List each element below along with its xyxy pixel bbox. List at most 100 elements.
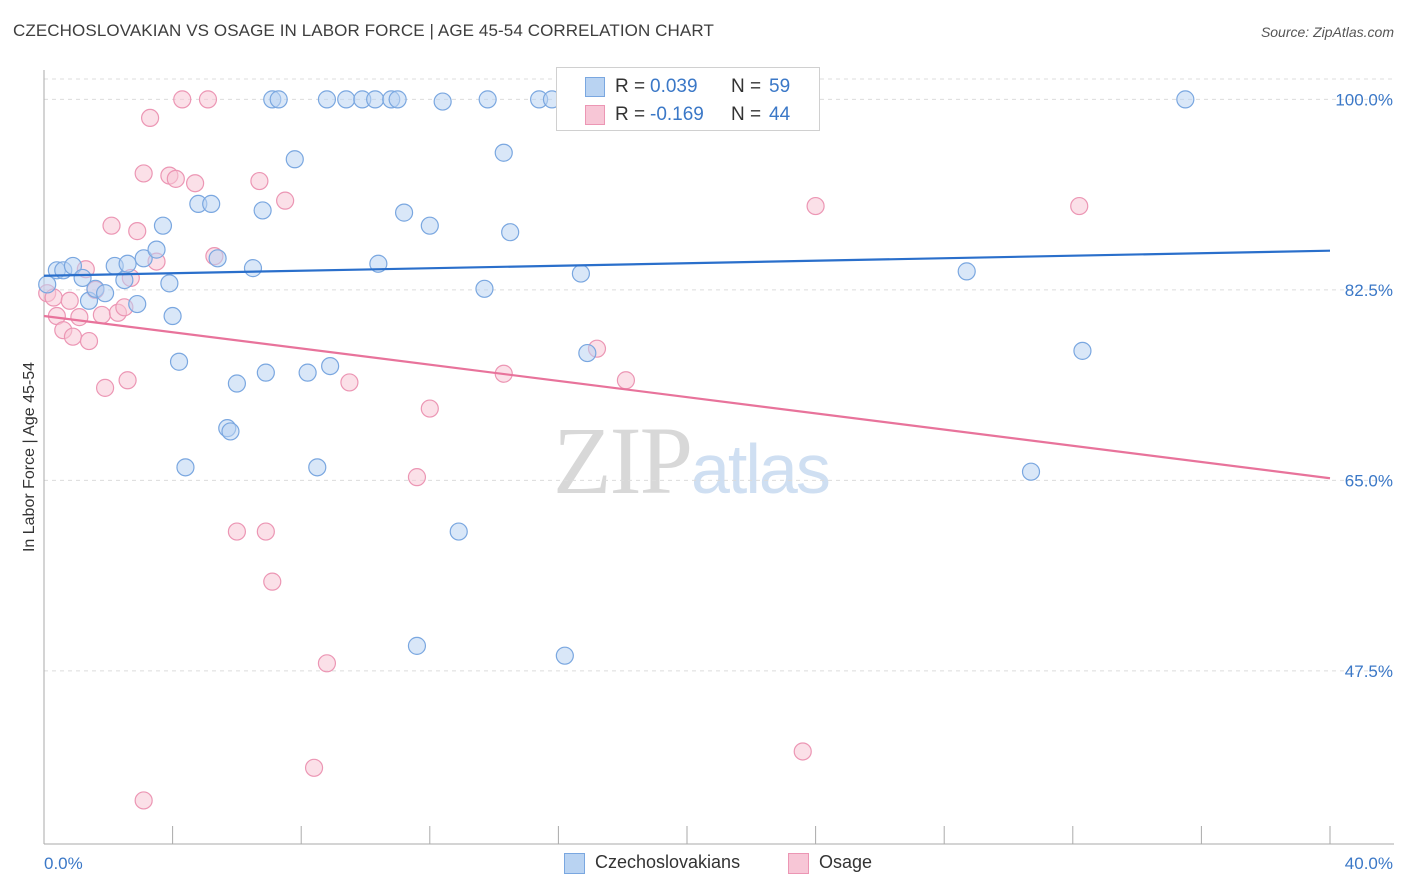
point-osage: [186, 174, 205, 193]
point-czechoslovakians: [227, 374, 246, 393]
point-czechoslovakians: [128, 294, 147, 314]
point-czechoslovakians: [308, 458, 327, 477]
y-tick-label: 65.0%: [1345, 471, 1393, 490]
watermark-atlas: atlas: [691, 430, 831, 508]
y-tick-label: 82.5%: [1345, 281, 1393, 300]
point-czechoslovakians: [494, 143, 513, 162]
point-czechoslovakians: [163, 306, 182, 326]
point-czechoslovakians: [208, 249, 227, 268]
point-osage: [60, 291, 79, 310]
point-czechoslovakians: [256, 363, 275, 382]
point-osage: [134, 791, 153, 810]
point-czechoslovakians: [578, 343, 597, 363]
stats-legend: R = 0.039 N = 59 R = -0.169 N = 44: [556, 67, 820, 131]
point-osage: [166, 169, 185, 188]
legend-r-label: R =: [615, 76, 646, 97]
y-axis-label: In Labor Force | Age 45-54: [21, 362, 38, 552]
point-osage: [616, 371, 636, 390]
point-osage: [420, 399, 439, 418]
point-czechoslovakians: [153, 216, 173, 235]
legend-r-value: 0.039: [650, 76, 698, 97]
point-osage: [173, 90, 192, 109]
point-osage: [1070, 196, 1089, 216]
point-czechoslovakians: [298, 363, 317, 382]
point-osage: [140, 108, 160, 127]
watermark: ZIPatlas: [553, 405, 831, 516]
watermark-zip: ZIP: [553, 407, 693, 514]
point-osage: [806, 196, 825, 216]
bottom-legend-label: Czechoslovakians: [595, 852, 741, 872]
source-label: Source: ZipAtlas.com: [1260, 24, 1394, 40]
point-czechoslovakians: [478, 90, 497, 109]
x-tick-label: 0.0%: [44, 854, 83, 873]
point-osage: [63, 327, 83, 346]
point-czechoslovakians: [253, 201, 272, 220]
point-osage: [70, 308, 89, 327]
point-czechoslovakians: [269, 90, 288, 109]
point-czechoslovakians: [475, 279, 494, 298]
point-czechoslovakians: [957, 262, 976, 281]
trend-line-osage: [43, 314, 1331, 480]
point-osage: [317, 654, 337, 673]
point-osage: [128, 222, 147, 241]
point-czechoslovakians: [202, 194, 221, 213]
point-czechoslovakians: [317, 90, 337, 109]
point-osage: [304, 758, 324, 777]
point-czechoslovakians: [449, 522, 468, 541]
point-czechoslovakians: [169, 352, 189, 371]
legend-n-label: N =: [731, 76, 762, 97]
point-osage: [256, 522, 275, 541]
legend-n-label: N =: [731, 104, 762, 125]
point-osage: [250, 171, 269, 191]
point-czechoslovakians: [369, 254, 388, 273]
point-czechoslovakians: [95, 284, 115, 303]
point-czechoslovakians: [366, 90, 385, 109]
point-czechoslovakians: [501, 223, 520, 242]
legend-row-czechoslovakians: R = 0.039 N = 59: [557, 74, 819, 102]
point-czechoslovakians: [1021, 462, 1041, 481]
point-osage: [95, 378, 115, 397]
point-osage: [793, 742, 812, 761]
point-czechoslovakians: [160, 274, 179, 293]
point-czechoslovakians: [221, 422, 240, 441]
point-czechoslovakians: [388, 90, 407, 109]
y-tick-label: 100.0%: [1335, 90, 1393, 109]
point-osage: [263, 572, 282, 591]
point-osage: [92, 305, 111, 325]
point-czechoslovakians: [571, 264, 591, 283]
legend-r-value: -0.169: [650, 104, 704, 125]
point-czechoslovakians: [407, 636, 427, 655]
point-czechoslovakians: [176, 458, 195, 477]
legend-n-value: 44: [769, 104, 791, 125]
point-czechoslovakians: [321, 357, 340, 376]
point-czechoslovakians: [1073, 341, 1092, 360]
point-czechoslovakians: [243, 259, 263, 278]
bottom-legend-swatch-blue: [564, 853, 585, 874]
point-osage: [407, 468, 427, 487]
point-czechoslovakians: [285, 150, 304, 169]
point-osage: [276, 191, 295, 210]
point-osage: [118, 371, 137, 390]
point-osage: [134, 164, 153, 183]
point-czechoslovakians: [73, 268, 92, 288]
legend-r-label: R =: [615, 104, 646, 125]
bottom-legend-swatch-pink: [788, 853, 809, 874]
legend-n-value: 59: [769, 76, 791, 97]
point-osage: [198, 90, 218, 109]
point-osage: [227, 522, 246, 541]
point-czechoslovakians: [118, 254, 137, 273]
point-czechoslovakians: [555, 646, 574, 665]
point-osage: [340, 373, 359, 392]
legend-swatch-pink: [585, 105, 605, 125]
point-osage: [102, 216, 121, 235]
legend-row-osage: R = -0.169 N = 44: [557, 102, 819, 130]
point-czechoslovakians: [134, 249, 153, 268]
point-czechoslovakians: [147, 240, 166, 259]
point-czechoslovakians: [1176, 90, 1195, 109]
point-czechoslovakians: [394, 203, 414, 222]
x-tick-label: 40.0%: [1345, 854, 1393, 873]
y-tick-label: 47.5%: [1345, 662, 1393, 681]
bottom-legend-label: Osage: [819, 852, 873, 872]
point-czechoslovakians: [420, 216, 439, 235]
trend-line-czechoslovakians: [43, 249, 1331, 277]
